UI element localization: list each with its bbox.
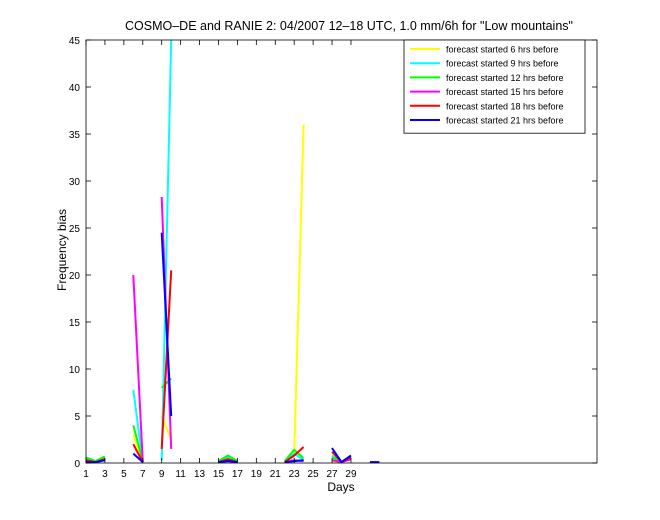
x-tick-label: 21: [270, 469, 282, 480]
series-2-line-segment: [160, 39, 173, 461]
x-tick-label: 25: [308, 469, 320, 480]
legend-label: forecast started 6 hrs before: [446, 45, 559, 55]
x-axis-label: Days: [327, 480, 354, 494]
axis-ticks: 1 3 5 7 9 11 13 15 17 19 21 23 25 27 29051015202530354…: [69, 36, 597, 480]
series-6-line-segment: [160, 232, 173, 417]
legend-label: forecast started 21 hrs before: [446, 116, 564, 126]
series-1: [85, 124, 352, 464]
legend-label: forecast started 18 hrs before: [446, 101, 564, 111]
x-tick-label: 1: [83, 469, 89, 480]
series-5-line-segment: [160, 270, 173, 449]
legend-label: forecast started 9 hrs before: [446, 59, 559, 69]
chart-title: COSMO–DE and RANIE 2: 04/2007 12–18 UTC,…: [125, 19, 573, 33]
x-tick-label: 11: [175, 469, 186, 480]
x-tick-label: 5: [121, 469, 127, 480]
y-tick-label: 25: [69, 224, 81, 235]
y-tick-label: 0: [74, 459, 80, 470]
series-6: [86, 232, 380, 464]
legend-label: forecast started 15 hrs before: [446, 87, 564, 97]
x-tick-label: 19: [251, 469, 263, 480]
y-tick-label: 5: [74, 412, 80, 423]
x-tick-label: 15: [213, 469, 225, 480]
legend-item: forecast started 21 hrs before: [410, 116, 564, 126]
x-tick-label: 27: [326, 469, 338, 480]
x-tick-label: 13: [194, 469, 206, 480]
series-3-line-segment: [132, 425, 144, 462]
y-tick-label: 20: [69, 271, 81, 282]
y-tick-label: 30: [69, 177, 81, 188]
series-6-line-segment: [86, 459, 106, 464]
y-tick-label: 15: [69, 318, 81, 329]
legend-box: [403, 39, 586, 134]
series-5-line-segment: [284, 446, 305, 463]
x-tick-label: 23: [289, 469, 301, 480]
x-tick-label: 7: [140, 469, 146, 480]
y-tick-label: 35: [69, 130, 81, 141]
legend-item: forecast started 9 hrs before: [410, 59, 559, 69]
plot-area: [85, 39, 598, 464]
series-3: [85, 377, 352, 464]
x-tick-label: 29: [345, 469, 357, 480]
legend-item: forecast started 6 hrs before: [410, 45, 559, 55]
series-5-line-segment: [132, 443, 144, 463]
series-6-line-segment: [132, 452, 144, 463]
y-tick-label: 10: [69, 365, 81, 376]
legend-label: forecast started 12 hrs before: [446, 73, 564, 83]
legend-item: forecast started 15 hrs before: [410, 87, 564, 97]
series-2: [85, 39, 352, 464]
legend-item: forecast started 18 hrs before: [410, 101, 564, 111]
series-3-line-segment: [283, 448, 305, 462]
series-layer: [85, 39, 380, 464]
legend: forecast started 6 hrs before forecast st…: [403, 39, 586, 134]
y-axis-label: Frequency bias: [55, 209, 69, 291]
series-3-line-segment: [217, 454, 238, 462]
x-tick-label: 17: [232, 469, 244, 480]
series-4-line-segment: [132, 274, 144, 463]
series-1-line-segment: [284, 124, 305, 463]
series-4: [85, 196, 352, 464]
series-6-line-segment: [218, 460, 238, 464]
series-5: [85, 270, 352, 464]
series-6-line-segment: [331, 447, 352, 464]
legend-item: forecast started 12 hrs before: [410, 73, 564, 83]
x-tick-label: 9: [159, 469, 165, 480]
x-tick-label: 3: [102, 469, 108, 480]
y-tick-label: 40: [69, 83, 81, 94]
y-tick-label: 45: [69, 36, 81, 47]
